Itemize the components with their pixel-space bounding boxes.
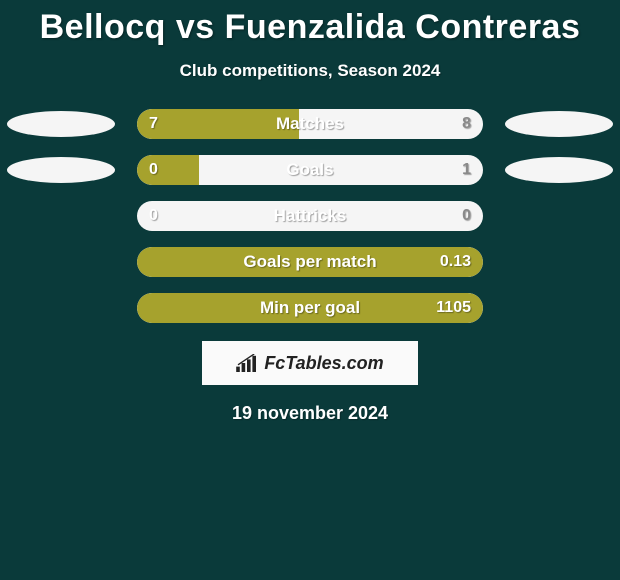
stat-bar-fill bbox=[137, 247, 483, 277]
stat-value-right: 8 bbox=[462, 109, 471, 139]
stat-row: 0Hattricks0 bbox=[0, 201, 620, 231]
stat-bar-fill bbox=[137, 293, 483, 323]
brand-text: FcTables.com bbox=[264, 353, 383, 374]
brand-logo[interactable]: FcTables.com bbox=[202, 341, 418, 385]
player-badge-right bbox=[505, 111, 613, 137]
stat-row: 0Goals1 bbox=[0, 155, 620, 185]
stat-bar-fill bbox=[137, 155, 199, 185]
stat-rows: 7Matches80Goals10Hattricks0Goals per mat… bbox=[0, 109, 620, 323]
stat-bar: 0Hattricks0 bbox=[137, 201, 483, 231]
page-title: Bellocq vs Fuenzalida Contreras bbox=[0, 8, 620, 47]
date-label: 19 november 2024 bbox=[0, 403, 620, 424]
comparison-widget: Bellocq vs Fuenzalida Contreras Club com… bbox=[0, 0, 620, 424]
chart-icon bbox=[236, 354, 258, 372]
player-badge-right bbox=[505, 157, 613, 183]
stat-value-right: 0.13 bbox=[440, 247, 471, 277]
stat-bar: Min per goal1105 bbox=[137, 293, 483, 323]
stat-value-left: 7 bbox=[149, 109, 158, 139]
stat-value-right: 1 bbox=[462, 155, 471, 185]
stat-bar-fill bbox=[137, 109, 299, 139]
stat-bar: 0Goals1 bbox=[137, 155, 483, 185]
stat-value-left: 0 bbox=[149, 155, 158, 185]
stat-row: Goals per match0.13 bbox=[0, 247, 620, 277]
player-badge-left bbox=[7, 157, 115, 183]
stat-value-right: 0 bbox=[462, 201, 471, 231]
stat-bar: Goals per match0.13 bbox=[137, 247, 483, 277]
player-badge-left bbox=[7, 111, 115, 137]
subtitle: Club competitions, Season 2024 bbox=[0, 61, 620, 81]
stat-bar: 7Matches8 bbox=[137, 109, 483, 139]
stat-label: Hattricks bbox=[137, 201, 483, 231]
stat-row: Min per goal1105 bbox=[0, 293, 620, 323]
stat-value-left: 0 bbox=[149, 201, 158, 231]
stat-row: 7Matches8 bbox=[0, 109, 620, 139]
stat-value-right: 1105 bbox=[436, 293, 471, 323]
